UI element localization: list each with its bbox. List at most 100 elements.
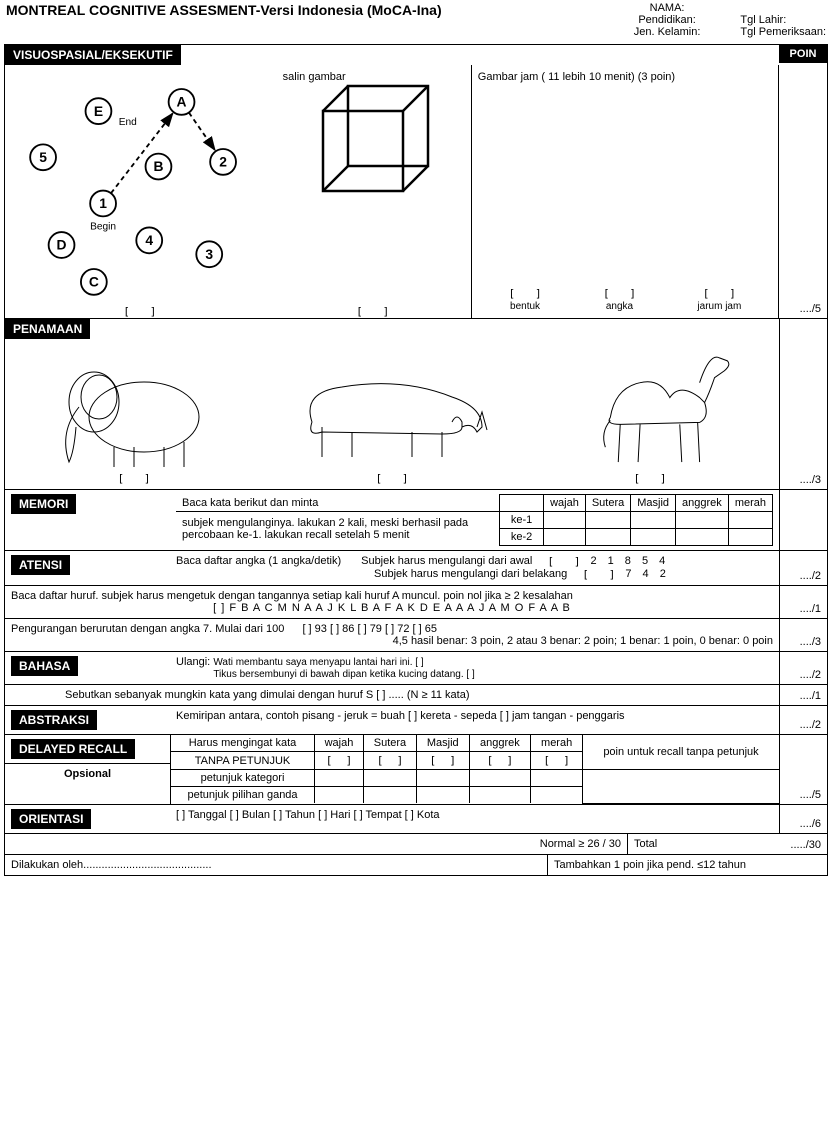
trail-diagram: 1A2B34CD5EBeginEnd: [10, 65, 270, 305]
naming-score: ..../3: [779, 319, 827, 489]
footer-normal: Normal ≥ 26 / 30: [5, 834, 627, 854]
lang-sent1: Wati membantu saya menyapu lantai hari i…: [213, 657, 423, 668]
visuo-cube-score-box[interactable]: [ ]: [356, 305, 389, 318]
lang-fluency: Sebutkan sebanyak mungkin kata yang dimu…: [5, 685, 779, 705]
svg-text:D: D: [56, 237, 66, 253]
mem-w5: merah: [728, 495, 772, 512]
section-abstraction: ABSTRAKSI: [11, 710, 97, 730]
rc-box[interactable]: [ ]: [363, 752, 416, 770]
section-language: BAHASA: [11, 656, 78, 676]
section-orientation: ORIENTASI: [11, 809, 91, 829]
lang-fluency-score: ..../1: [779, 685, 827, 705]
att-fwd-nums: 2 1 8 5 4: [590, 555, 669, 568]
rc-w4: anggrek: [469, 735, 531, 752]
visuo-score: ..../5: [779, 63, 827, 318]
att-s7-instr: Pengurangan berurutan dengan angka 7. Mu…: [11, 623, 284, 635]
rc-cell[interactable]: [531, 787, 583, 804]
mem-cell[interactable]: [676, 529, 729, 546]
animal-elephant: [44, 352, 224, 472]
mem-w3: Masjid: [631, 495, 676, 512]
rc-cell[interactable]: [417, 787, 469, 804]
footer-add-point: Tambahkan 1 poin jika pend. ≤12 tahun: [547, 855, 827, 875]
mem-trial1: ke-1: [500, 512, 544, 529]
recall-opsional: Opsional: [5, 763, 170, 784]
svg-text:4: 4: [145, 232, 153, 248]
recall-table: Harus mengingat kata wajah Sutera Masjid…: [171, 735, 779, 804]
mem-w1: wajah: [544, 495, 586, 512]
svg-text:2: 2: [219, 154, 227, 170]
att-bwd-box[interactable]: [ ]: [582, 568, 615, 581]
svg-text:5: 5: [39, 149, 47, 165]
rc-cell[interactable]: [363, 787, 416, 804]
mem-cell[interactable]: [544, 512, 586, 529]
mem-cell[interactable]: [585, 512, 630, 529]
svg-text:C: C: [89, 274, 99, 290]
recall-cat: petunjuk kategori: [171, 770, 315, 787]
mem-w2: Sutera: [585, 495, 630, 512]
mem-cell[interactable]: [544, 529, 586, 546]
att-s7-score: ..../3: [779, 619, 827, 651]
mem-cell[interactable]: [728, 512, 772, 529]
mem-w4: anggrek: [676, 495, 729, 512]
mem-trial2: ke-2: [500, 529, 544, 546]
section-naming: PENAMAAN: [5, 319, 90, 339]
naming-box-3[interactable]: [ ]: [633, 472, 666, 485]
rc-cell[interactable]: [469, 787, 531, 804]
mem-cell[interactable]: [585, 529, 630, 546]
section-memory: MEMORI: [11, 494, 76, 514]
clock-instr: Gambar jam ( 11 lebih 10 menit) (3 poin): [478, 71, 772, 83]
recall-note: poin untuk recall tanpa petunjuk: [582, 735, 779, 770]
rc-box[interactable]: [ ]: [531, 752, 583, 770]
clock-sub-num: angka: [606, 301, 633, 312]
recall-mc: petunjuk pilihan ganda: [171, 787, 315, 804]
svg-text:End: End: [119, 117, 137, 128]
rc-cell[interactable]: [315, 770, 364, 787]
svg-text:E: E: [94, 103, 103, 119]
clock-sub-hand: jarum jam: [697, 301, 741, 312]
cube-diagram: [303, 71, 443, 211]
att-letters-score: ..../1: [779, 586, 827, 618]
svg-text:A: A: [176, 94, 186, 110]
rc-cell[interactable]: [363, 770, 416, 787]
mem-cell[interactable]: [728, 529, 772, 546]
abs-text: Kemiripan antara, contoh pisang - jeruk …: [170, 706, 779, 734]
naming-box-2[interactable]: [ ]: [375, 472, 408, 485]
rc-w3: Masjid: [417, 735, 469, 752]
att-backward: Subjek harus mengulangi dari belakang: [374, 568, 567, 581]
clock-num-box[interactable]: [ ]: [603, 287, 636, 300]
rc-cell[interactable]: [417, 770, 469, 787]
rc-cell[interactable]: [469, 770, 531, 787]
att-digits-instr: Baca daftar angka (1 angka/detik): [176, 555, 341, 568]
field-nama: NAMA:: [634, 2, 701, 14]
rc-box[interactable]: [ ]: [469, 752, 531, 770]
field-pendidikan: Pendidikan:: [634, 14, 701, 26]
recall-score: ..../5: [779, 735, 827, 804]
svg-text:3: 3: [205, 246, 213, 262]
att-digits-score: ..../2: [779, 551, 827, 585]
field-periksa: Tgl Pemeriksaan:: [740, 26, 826, 38]
mem-cell[interactable]: [676, 512, 729, 529]
rc-w1: wajah: [315, 735, 364, 752]
visuo-trail-score-box[interactable]: [ ]: [123, 305, 156, 318]
rc-cell[interactable]: [315, 787, 364, 804]
att-forward: Subjek harus mengulangi dari awal: [361, 555, 532, 568]
clock-shape-box[interactable]: [ ]: [508, 287, 541, 300]
mem-cell[interactable]: [631, 512, 676, 529]
field-kelamin: Jen. Kelamin:: [634, 26, 701, 38]
att-fwd-box[interactable]: [ ]: [547, 555, 580, 568]
lang-repeat: Ulangi:: [176, 656, 210, 668]
footer-signed[interactable]: Dilakukan oleh..........................…: [5, 855, 547, 875]
animal-camel: [560, 343, 740, 472]
footer-total-score: ...../30: [757, 834, 827, 854]
rc-box[interactable]: [ ]: [417, 752, 469, 770]
rc-w5: merah: [531, 735, 583, 752]
mem-cell[interactable]: [631, 529, 676, 546]
rc-cell[interactable]: [531, 770, 583, 787]
att-s7-rule: 4,5 hasil benar: 3 poin, 2 atau 3 benar:…: [11, 635, 773, 647]
section-attention: ATENSI: [11, 555, 70, 575]
page-title: MONTREAL COGNITIVE ASSESMENT-Versi Indon…: [6, 2, 634, 18]
section-recall: DELAYED RECALL: [11, 739, 135, 759]
clock-hand-box[interactable]: [ ]: [703, 287, 736, 300]
naming-box-1[interactable]: [ ]: [117, 472, 150, 485]
rc-box[interactable]: [ ]: [315, 752, 364, 770]
